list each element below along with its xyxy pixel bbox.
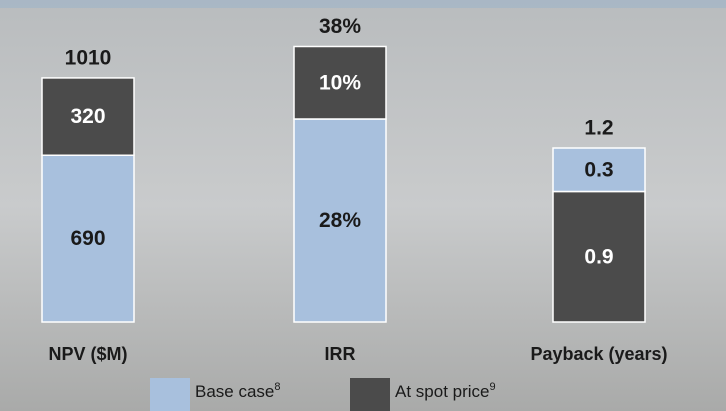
value-label: 690 bbox=[70, 227, 105, 250]
top-band bbox=[0, 0, 726, 8]
legend-name: Base case bbox=[195, 382, 274, 401]
total-label: 1010 bbox=[65, 46, 112, 69]
legend-footnote: 8 bbox=[274, 381, 280, 393]
category-label: NPV ($M) bbox=[48, 344, 127, 364]
legend-swatch bbox=[150, 378, 190, 411]
legend: Base case8 At spot price9 bbox=[150, 378, 496, 411]
bar-segment bbox=[293, 118, 387, 323]
bar-segment bbox=[552, 147, 646, 193]
value-label: 0.9 bbox=[584, 245, 613, 268]
category-label: Payback (years) bbox=[530, 344, 667, 364]
legend-swatch bbox=[350, 378, 390, 411]
legend-label: Base case8 bbox=[195, 381, 281, 402]
legend-label: At spot price9 bbox=[395, 381, 496, 402]
bar-segment bbox=[41, 154, 135, 323]
category-label: IRR bbox=[325, 344, 356, 364]
value-label: 10% bbox=[319, 71, 361, 94]
value-label: 320 bbox=[70, 105, 105, 128]
bar-segment bbox=[41, 77, 135, 156]
total-label: 1.2 bbox=[584, 117, 613, 140]
value-label: 0.3 bbox=[584, 158, 613, 181]
bar-segment bbox=[293, 45, 387, 120]
value-label: 28% bbox=[319, 209, 361, 232]
total-label: 38% bbox=[319, 15, 361, 38]
bar-segment bbox=[552, 190, 646, 323]
legend-footnote: 9 bbox=[490, 381, 496, 393]
legend-name: At spot price bbox=[395, 382, 490, 401]
